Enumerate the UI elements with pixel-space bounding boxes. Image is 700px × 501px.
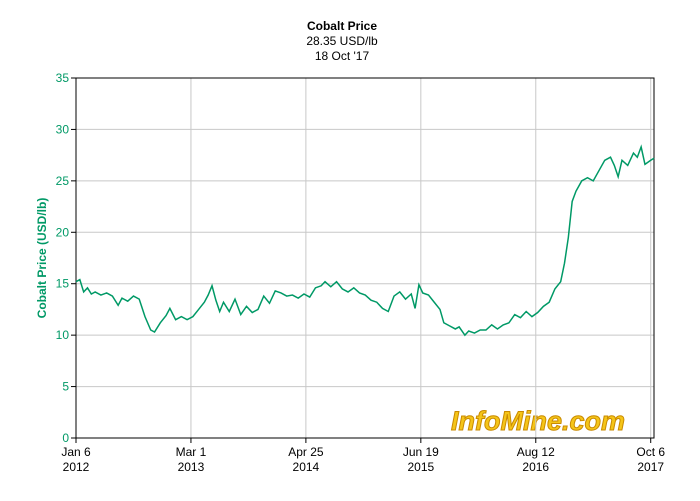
- chart-title: Cobalt Price: [307, 19, 377, 33]
- x-tick-label-line: 2014: [293, 460, 320, 474]
- x-tick-label-line: Aug 12: [517, 445, 555, 459]
- x-tick-label-line: Jan 6: [61, 445, 91, 459]
- date-label: 18 Oct '17: [315, 49, 370, 63]
- price-line: [75, 144, 655, 337]
- x-tick-label-line: Mar 1: [176, 445, 207, 459]
- x-tick-label-line: Oct 6: [636, 445, 665, 459]
- y-axis-label: Cobalt Price (USD/lb): [35, 198, 49, 319]
- x-tick-label: Apr 25 2014: [288, 445, 324, 474]
- y-tick-label: 25: [56, 174, 70, 188]
- plot-frame: [75, 77, 655, 439]
- y-tick-label: 35: [56, 71, 70, 85]
- watermark: InfoMine.com: [451, 406, 625, 436]
- y-tick-label: 10: [56, 328, 70, 342]
- chart-subtitle: 28.35 USD/lb: [306, 34, 378, 48]
- y-tick-label: 5: [62, 380, 69, 394]
- y-tick-label: 15: [56, 277, 70, 291]
- x-tick-label: Jan 6 2012: [61, 445, 91, 474]
- x-tick-label-line: 2013: [178, 460, 205, 474]
- x-tick-label-line: 2016: [522, 460, 549, 474]
- y-tick-label: 0: [62, 431, 69, 445]
- y-tick-label: 30: [56, 122, 70, 136]
- x-tick-label: Mar 1 2013: [176, 445, 207, 474]
- x-tick-label-line: 2015: [407, 460, 434, 474]
- x-tick-label-line: Jun 19: [403, 445, 439, 459]
- x-tick-label: Oct 6 2017: [636, 445, 665, 474]
- x-tick-label-line: Apr 25: [288, 445, 324, 459]
- x-tick-label: Aug 12 2016: [517, 445, 555, 474]
- y-tick-label: 20: [56, 225, 70, 239]
- x-tick-label: Jun 19 2015: [403, 445, 439, 474]
- x-tick-label-line: 2017: [637, 460, 664, 474]
- x-tick-label-line: 2012: [63, 460, 90, 474]
